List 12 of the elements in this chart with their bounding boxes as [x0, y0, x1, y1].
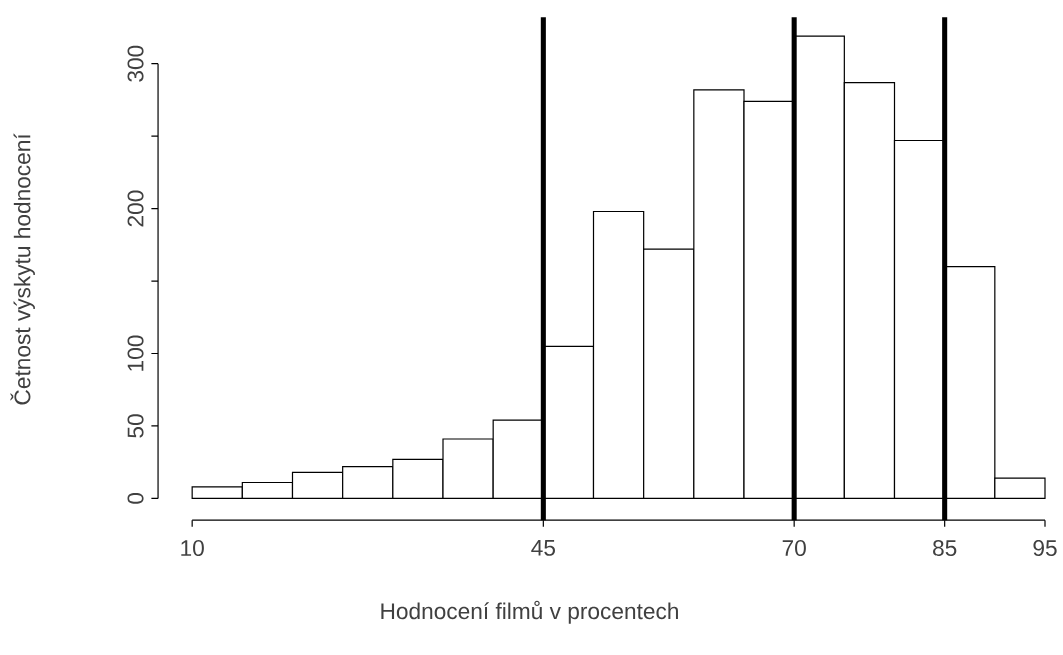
x-tick-label: 45	[531, 540, 555, 556]
x-tick-label: 85	[933, 540, 957, 557]
x-tick-label: 10	[181, 540, 204, 557]
y-axis-title: Četnost výskytu hodnocení	[10, 133, 35, 405]
y-tick-label: 50	[127, 414, 144, 438]
x-tick-label: 95	[1033, 540, 1057, 557]
y-tick-label: 0	[127, 493, 144, 504]
x-axis-title: Hodnocení filmů v procentech	[381, 600, 678, 624]
x-tick-label: 70	[782, 540, 806, 557]
y-tick-label: 300	[127, 45, 144, 82]
y-tick-label: 100	[127, 335, 144, 371]
y-tick-label: 200	[127, 190, 144, 227]
